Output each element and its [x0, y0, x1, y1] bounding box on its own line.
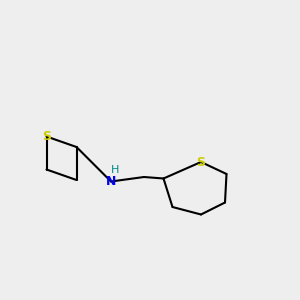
Text: H: H — [110, 165, 119, 175]
Text: S: S — [42, 130, 51, 143]
Text: S: S — [196, 155, 206, 169]
Text: N: N — [106, 175, 116, 188]
